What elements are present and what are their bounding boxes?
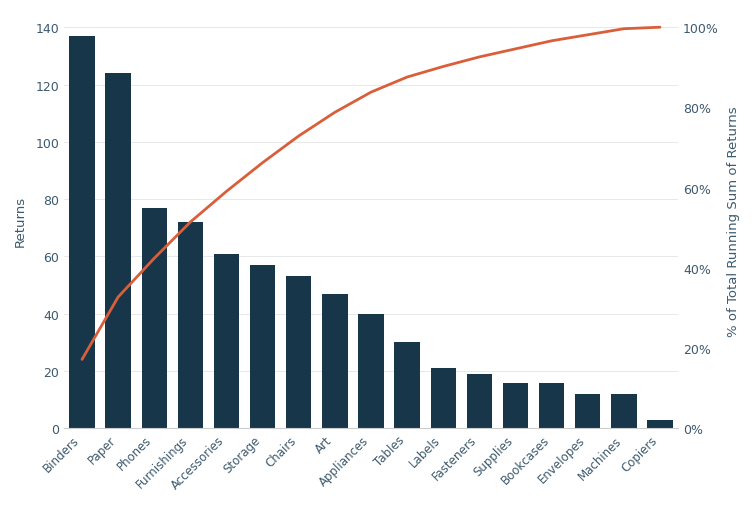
Bar — [142, 209, 167, 429]
Bar — [178, 223, 203, 429]
Bar — [539, 383, 564, 429]
Bar — [394, 343, 420, 429]
Bar — [286, 277, 311, 429]
Bar — [322, 294, 348, 429]
Bar — [250, 266, 275, 429]
Bar — [503, 383, 528, 429]
Bar — [575, 394, 600, 429]
Bar — [467, 374, 492, 429]
Bar — [611, 394, 636, 429]
Bar — [69, 37, 95, 429]
Bar — [648, 420, 673, 429]
Bar — [431, 369, 456, 429]
Y-axis label: % of Total Running Sum of Returns: % of Total Running Sum of Returns — [727, 106, 740, 336]
Y-axis label: Returns: Returns — [14, 195, 27, 247]
Bar — [358, 314, 384, 429]
Bar — [214, 254, 239, 429]
Bar — [106, 74, 130, 429]
